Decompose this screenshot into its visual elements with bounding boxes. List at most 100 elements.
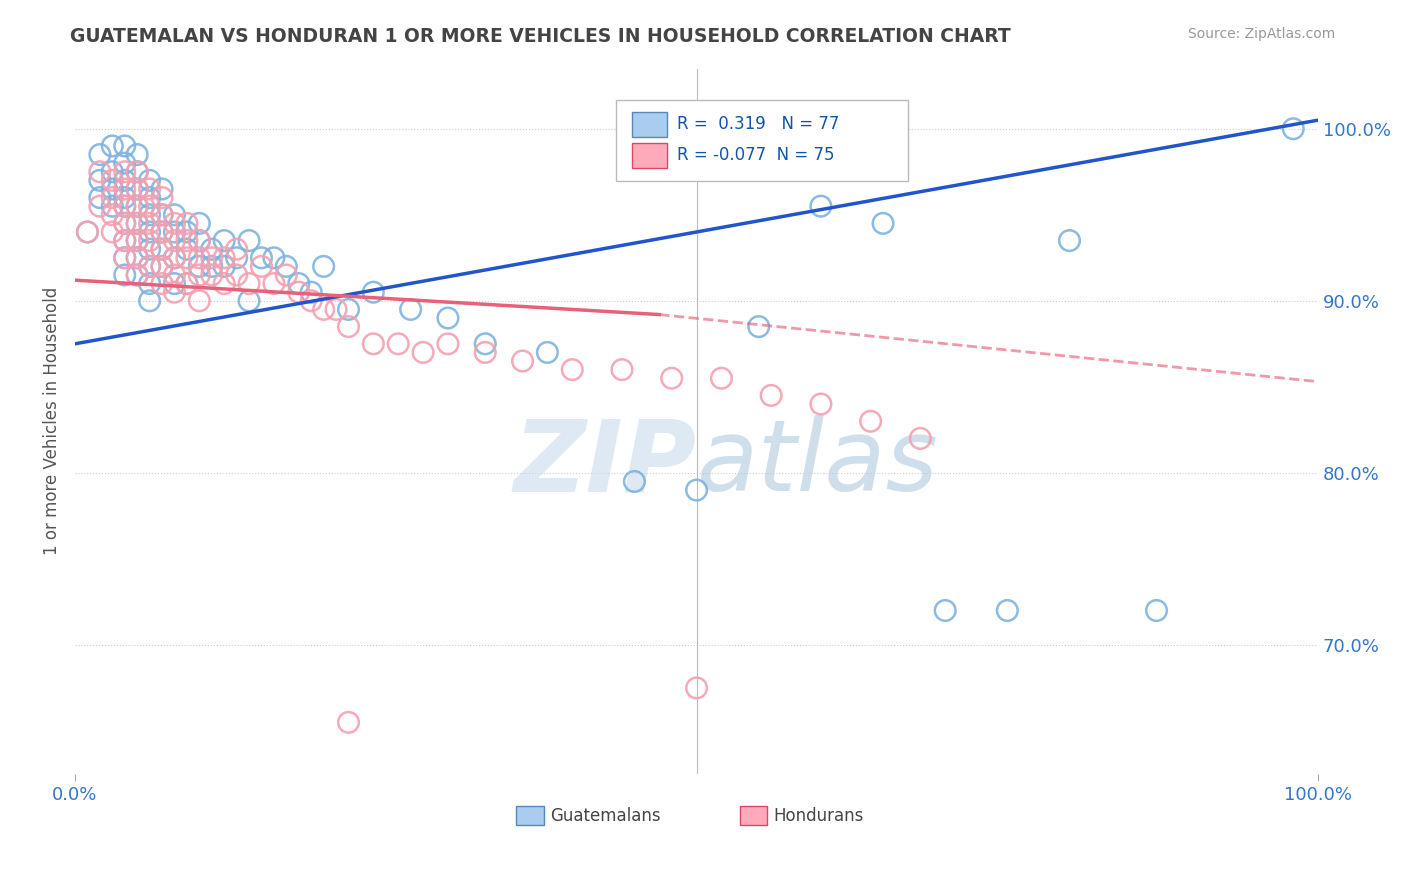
Point bbox=[710, 371, 733, 385]
Text: R =  0.319   N = 77: R = 0.319 N = 77 bbox=[676, 115, 839, 133]
Point bbox=[150, 260, 173, 274]
Point bbox=[263, 251, 285, 265]
Point bbox=[89, 173, 111, 187]
Point bbox=[114, 173, 136, 187]
Point bbox=[685, 483, 707, 497]
Point bbox=[276, 268, 298, 282]
Text: GUATEMALAN VS HONDURAN 1 OR MORE VEHICLES IN HOUSEHOLD CORRELATION CHART: GUATEMALAN VS HONDURAN 1 OR MORE VEHICLE… bbox=[70, 27, 1011, 45]
Point bbox=[89, 199, 111, 213]
FancyBboxPatch shape bbox=[631, 112, 666, 137]
Point bbox=[225, 242, 247, 256]
Point bbox=[1059, 234, 1081, 248]
Point bbox=[138, 260, 160, 274]
Point bbox=[127, 251, 149, 265]
Point bbox=[127, 199, 149, 213]
Point bbox=[188, 216, 211, 230]
Point bbox=[76, 225, 98, 239]
Point bbox=[114, 251, 136, 265]
Point bbox=[412, 345, 434, 359]
Point bbox=[212, 251, 235, 265]
FancyBboxPatch shape bbox=[616, 100, 908, 181]
Point bbox=[114, 216, 136, 230]
Point bbox=[163, 234, 186, 248]
Point bbox=[163, 216, 186, 230]
Point bbox=[89, 147, 111, 161]
Point bbox=[176, 277, 198, 291]
Point bbox=[176, 234, 198, 248]
Point bbox=[114, 251, 136, 265]
Point bbox=[127, 268, 149, 282]
Point bbox=[127, 234, 149, 248]
Point bbox=[138, 260, 160, 274]
Point bbox=[225, 251, 247, 265]
Text: Hondurans: Hondurans bbox=[773, 806, 865, 824]
Point bbox=[201, 251, 224, 265]
Point bbox=[176, 242, 198, 256]
Point bbox=[437, 311, 460, 326]
Point bbox=[201, 242, 224, 256]
Point bbox=[114, 199, 136, 213]
Point bbox=[150, 182, 173, 196]
Point bbox=[561, 362, 583, 376]
Point bbox=[114, 165, 136, 179]
Point bbox=[101, 199, 124, 213]
Point bbox=[276, 260, 298, 274]
Point bbox=[127, 182, 149, 196]
Point bbox=[150, 190, 173, 204]
Point bbox=[114, 268, 136, 282]
Point bbox=[363, 336, 385, 351]
Point bbox=[685, 681, 707, 695]
Point bbox=[201, 268, 224, 282]
Point bbox=[150, 208, 173, 222]
Point bbox=[1282, 121, 1305, 136]
Text: atlas: atlas bbox=[696, 415, 938, 512]
Point bbox=[250, 260, 273, 274]
Point bbox=[138, 182, 160, 196]
Point bbox=[623, 475, 645, 489]
Point bbox=[114, 234, 136, 248]
Point bbox=[127, 147, 149, 161]
Point bbox=[114, 156, 136, 170]
Point bbox=[101, 139, 124, 153]
Point bbox=[114, 139, 136, 153]
Point bbox=[437, 336, 460, 351]
Text: ZIP: ZIP bbox=[513, 415, 696, 512]
Point bbox=[337, 319, 360, 334]
Point bbox=[212, 277, 235, 291]
Point bbox=[163, 225, 186, 239]
Point bbox=[399, 302, 422, 317]
Point bbox=[748, 319, 770, 334]
Point bbox=[176, 216, 198, 230]
Point bbox=[150, 225, 173, 239]
Point bbox=[163, 285, 186, 300]
Text: R = -0.077  N = 75: R = -0.077 N = 75 bbox=[676, 146, 834, 164]
FancyBboxPatch shape bbox=[631, 143, 666, 168]
Point bbox=[127, 268, 149, 282]
Point bbox=[101, 165, 124, 179]
Text: Source: ZipAtlas.com: Source: ZipAtlas.com bbox=[1188, 27, 1336, 41]
Point bbox=[101, 173, 124, 187]
Point bbox=[127, 199, 149, 213]
Point bbox=[759, 388, 782, 402]
Point bbox=[325, 302, 347, 317]
Point bbox=[101, 208, 124, 222]
Point bbox=[101, 190, 124, 204]
Point bbox=[138, 277, 160, 291]
Point bbox=[661, 371, 683, 385]
Point bbox=[512, 354, 534, 368]
FancyBboxPatch shape bbox=[740, 806, 768, 825]
Point bbox=[188, 234, 211, 248]
Point bbox=[363, 285, 385, 300]
Point bbox=[872, 216, 894, 230]
Point bbox=[225, 268, 247, 282]
Point bbox=[263, 277, 285, 291]
Point bbox=[238, 234, 260, 248]
Point bbox=[138, 234, 160, 248]
Point bbox=[163, 208, 186, 222]
Point bbox=[101, 182, 124, 196]
Point bbox=[127, 216, 149, 230]
Point bbox=[114, 234, 136, 248]
Point bbox=[127, 165, 149, 179]
Point bbox=[114, 199, 136, 213]
Point bbox=[337, 302, 360, 317]
